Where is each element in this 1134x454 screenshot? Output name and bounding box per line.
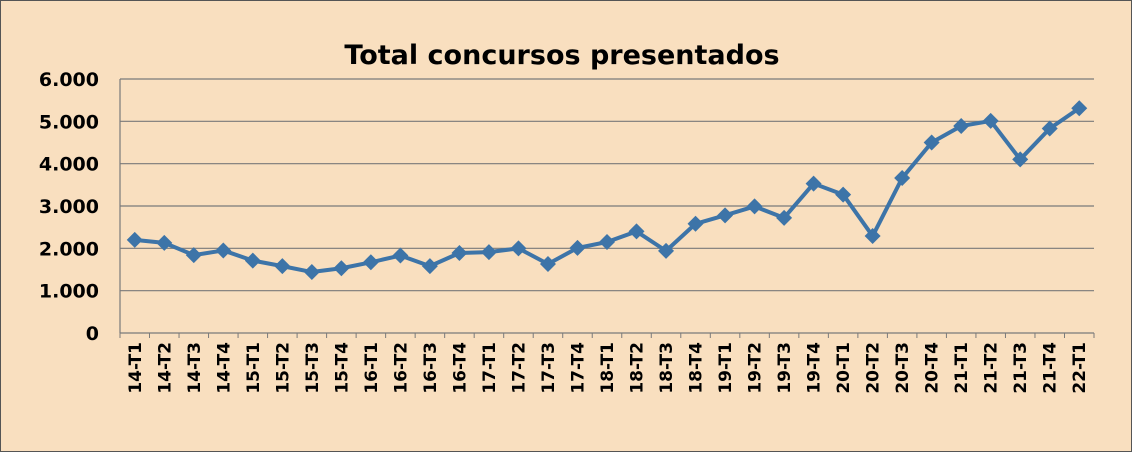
x-tick-label: 19-T2 (746, 342, 766, 394)
data-point-marker (805, 175, 822, 192)
data-point-marker (982, 112, 999, 129)
x-tick-label: 18-T1 (598, 342, 618, 394)
data-point-marker (687, 215, 704, 232)
y-tick-labels: 0 1.000 2.000 3.000 4.000 5.000 6.000 (39, 69, 99, 345)
data-point-marker (894, 170, 911, 187)
data-point-marker (333, 260, 350, 277)
chart-title: Total concursos presentados (344, 40, 779, 71)
x-tick-label: 19-T1 (716, 342, 736, 394)
data-point-marker (923, 134, 940, 151)
data-point-marker (953, 117, 970, 134)
data-point-marker (569, 239, 586, 256)
x-tick-label: 16-T1 (362, 342, 382, 394)
x-tick-label: 15-T2 (273, 342, 293, 394)
x-tick-label: 21-T2 (982, 342, 1002, 394)
data-point-marker (599, 233, 615, 250)
y-tick-label: 3.000 (39, 196, 99, 218)
x-tick-label: 15-T1 (244, 342, 264, 394)
x-tick-label: 16-T3 (421, 342, 441, 394)
x-tick-label: 14-T3 (185, 342, 205, 394)
data-point-marker (185, 247, 202, 264)
data-point-marker (1041, 120, 1058, 137)
x-tick-label: 15-T4 (332, 342, 352, 394)
data-point-marker (392, 247, 409, 264)
series-total-concursos (126, 100, 1088, 281)
data-point-marker (421, 258, 438, 275)
x-tick-label: 18-T2 (628, 342, 648, 394)
y-tick-label: 5.000 (39, 111, 99, 133)
x-tick-label: 17-T1 (480, 342, 500, 394)
data-point-marker (480, 244, 497, 261)
data-point-marker (1071, 100, 1088, 117)
x-tick-label: 21-T1 (952, 342, 972, 394)
x-tick-label: 20-T1 (834, 342, 854, 394)
y-tick-label: 2.000 (39, 238, 99, 260)
x-tick-label: 20-T2 (864, 342, 884, 394)
x-tick-label: 20-T3 (893, 342, 913, 394)
x-tick-label: 14-T1 (126, 342, 146, 394)
data-point-marker (156, 234, 173, 251)
y-tick-label: 4.000 (39, 154, 99, 176)
data-point-marker (628, 223, 645, 240)
x-tick-labels: 14-T1 14-T2 14-T3 14-T4 15-T1 15-T2 15-T3 15-T4… (126, 342, 1090, 394)
x-tick-label: 17-T3 (539, 342, 559, 394)
x-tick-label: 19-T4 (805, 342, 825, 394)
gridlines (120, 78, 1094, 292)
x-tick-label: 16-T4 (450, 342, 470, 394)
axes (119, 79, 1095, 338)
data-point-marker (244, 252, 261, 269)
x-tick-label: 16-T2 (391, 342, 411, 394)
data-point-marker (1012, 151, 1029, 168)
data-point-marker (717, 207, 734, 224)
y-tick-label: 6.000 (39, 69, 99, 91)
data-point-marker (835, 186, 852, 203)
data-point-marker (510, 240, 527, 257)
x-tick-label: 22-T1 (1070, 342, 1090, 394)
data-point-marker (746, 198, 763, 215)
x-tick-label: 19-T3 (775, 342, 795, 394)
data-point-marker (864, 228, 881, 245)
data-point-marker (362, 254, 379, 271)
x-tick-label: 21-T3 (1011, 342, 1031, 394)
x-tick-label: 18-T4 (687, 342, 707, 394)
data-point-marker (539, 255, 556, 272)
x-tick-label: 14-T2 (155, 342, 175, 394)
x-tick-label: 21-T4 (1041, 342, 1061, 394)
data-point-marker (303, 264, 320, 281)
x-tick-label: 20-T4 (923, 342, 943, 394)
x-tick-label: 17-T4 (568, 342, 588, 394)
data-point-marker (126, 231, 143, 248)
data-point-marker (215, 242, 232, 259)
y-tick-label: 0 (86, 323, 99, 345)
data-point-marker (451, 244, 468, 261)
data-point-marker (658, 242, 675, 259)
x-tick-label: 15-T3 (303, 342, 323, 394)
x-tick-label: 14-T4 (214, 342, 234, 394)
data-point-marker (776, 209, 793, 226)
data-point-marker (274, 258, 291, 275)
x-tick-label: 17-T2 (509, 342, 529, 394)
x-tick-label: 18-T3 (657, 342, 677, 394)
y-tick-label: 1.000 (39, 281, 99, 303)
